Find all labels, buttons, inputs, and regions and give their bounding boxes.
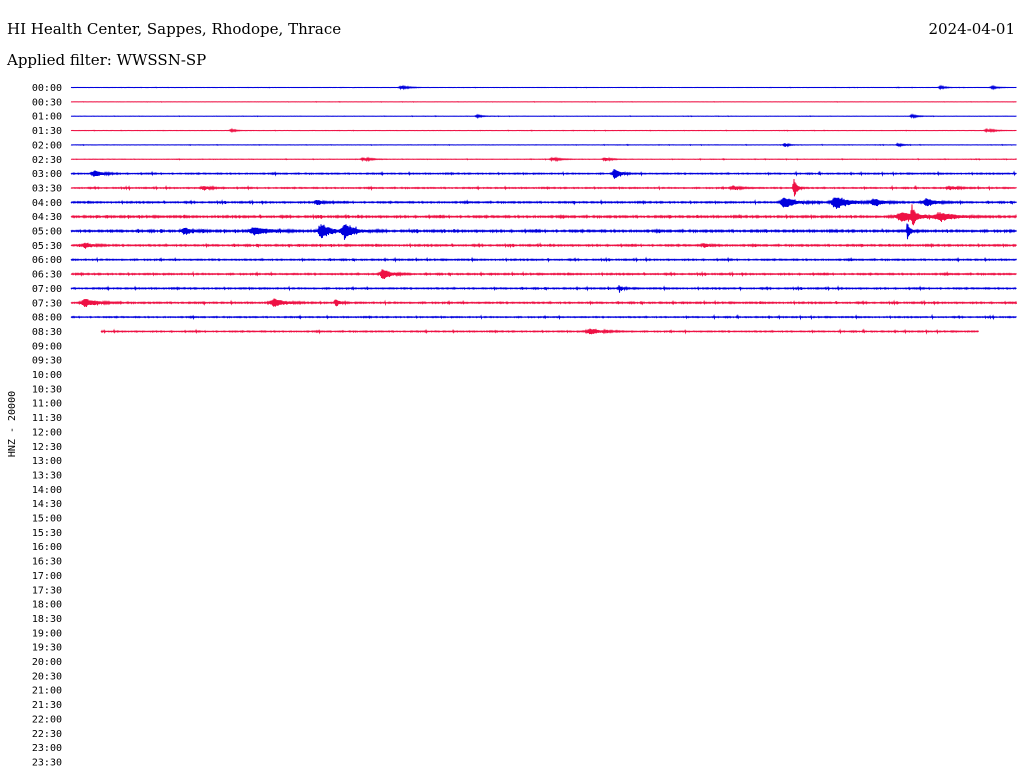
time-tick-label: 12:00 bbox=[32, 427, 62, 438]
time-tick-label: 10:00 bbox=[32, 370, 62, 381]
time-tick-label: 23:00 bbox=[32, 743, 62, 754]
trace-row-01:00 bbox=[70, 113, 1017, 120]
trace-row-02:00 bbox=[70, 142, 1017, 148]
trace-row-01:30 bbox=[70, 127, 1017, 134]
trace-row-02:30 bbox=[70, 156, 1017, 163]
record-date: 2024-04-01 bbox=[928, 20, 1015, 38]
time-tick-label: 13:30 bbox=[32, 470, 62, 481]
time-tick-label: 03:00 bbox=[32, 169, 62, 180]
time-tick-label: 19:00 bbox=[32, 628, 62, 639]
trace-row-05:30 bbox=[70, 242, 1017, 249]
time-tick-label: 18:30 bbox=[32, 614, 62, 625]
time-tick-label: 02:30 bbox=[32, 155, 62, 166]
time-tick-label: 23:30 bbox=[32, 757, 62, 768]
time-tick-label: 20:30 bbox=[32, 671, 62, 682]
time-tick-label: 10:30 bbox=[32, 384, 62, 395]
trace-row-00:30 bbox=[70, 100, 1017, 103]
time-tick-label: 01:00 bbox=[32, 112, 62, 123]
time-tick-label: 18:00 bbox=[32, 600, 62, 611]
time-tick-label: 07:30 bbox=[32, 298, 62, 309]
trace-row-07:00 bbox=[70, 285, 1017, 293]
time-tick-label: 02:00 bbox=[32, 140, 62, 151]
time-tick-label: 01:30 bbox=[32, 126, 62, 137]
time-tick-label: 21:30 bbox=[32, 700, 62, 711]
time-tick-label: 20:00 bbox=[32, 657, 62, 668]
trace-row-06:00 bbox=[70, 256, 1017, 263]
filter-label: Applied filter: WWSSN-SP bbox=[7, 51, 207, 69]
time-tick-label: 16:30 bbox=[32, 557, 62, 568]
trace-row-04:30 bbox=[70, 204, 1017, 226]
time-tick-label: 22:30 bbox=[32, 729, 62, 740]
time-tick-labels: 00:00 00:30 01:00 01:30 02:00 02:30 03:00 03:30… bbox=[32, 83, 62, 768]
time-tick-label: 05:30 bbox=[32, 241, 62, 252]
trace-row-05:00 bbox=[70, 223, 1017, 240]
time-tick-label: 07:00 bbox=[32, 284, 62, 295]
time-tick-label: 19:30 bbox=[32, 643, 62, 654]
channel-axis-label: HNZ - 20000 bbox=[7, 391, 18, 457]
time-tick-label: 15:30 bbox=[32, 528, 62, 539]
time-tick-label: 17:00 bbox=[32, 571, 62, 582]
time-tick-label: 22:00 bbox=[32, 714, 62, 725]
time-tick-label: 12:30 bbox=[32, 442, 62, 453]
time-tick-label: 04:00 bbox=[32, 198, 62, 209]
trace-row-07:30 bbox=[70, 298, 1017, 308]
trace-row-06:30 bbox=[70, 269, 1017, 280]
time-tick-label: 13:00 bbox=[32, 456, 62, 467]
time-tick-label: 17:30 bbox=[32, 585, 62, 596]
trace-row-08:30 bbox=[100, 328, 979, 335]
time-tick-label: 14:30 bbox=[32, 499, 62, 510]
time-tick-label: 06:30 bbox=[32, 270, 62, 281]
time-tick-label: 03:30 bbox=[32, 183, 62, 194]
trace-row-08:00 bbox=[70, 313, 1017, 321]
time-tick-label: 15:00 bbox=[32, 514, 62, 525]
trace-row-03:00 bbox=[70, 169, 1017, 179]
time-tick-label: 08:00 bbox=[32, 313, 62, 324]
trace-row-04:00 bbox=[70, 197, 1017, 209]
time-tick-label: 04:30 bbox=[32, 212, 62, 223]
station-title: HI Health Center, Sappes, Rhodope, Thrac… bbox=[7, 20, 342, 38]
time-tick-label: 06:00 bbox=[32, 255, 62, 266]
time-tick-label: 00:30 bbox=[32, 97, 62, 108]
time-tick-label: 16:00 bbox=[32, 542, 62, 553]
time-tick-label: 21:00 bbox=[32, 686, 62, 697]
time-tick-label: 14:00 bbox=[32, 485, 62, 496]
trace-row-00:00 bbox=[70, 84, 1017, 91]
time-tick-label: 05:00 bbox=[32, 227, 62, 238]
time-tick-label: 00:00 bbox=[32, 83, 62, 94]
seismic-traces bbox=[70, 84, 1017, 335]
time-tick-label: 09:30 bbox=[32, 356, 62, 367]
time-tick-label: 11:00 bbox=[32, 399, 62, 410]
time-tick-label: 08:30 bbox=[32, 327, 62, 338]
time-tick-label: 11:30 bbox=[32, 413, 62, 424]
trace-row-03:30 bbox=[70, 178, 1017, 197]
time-tick-label: 09:00 bbox=[32, 341, 62, 352]
